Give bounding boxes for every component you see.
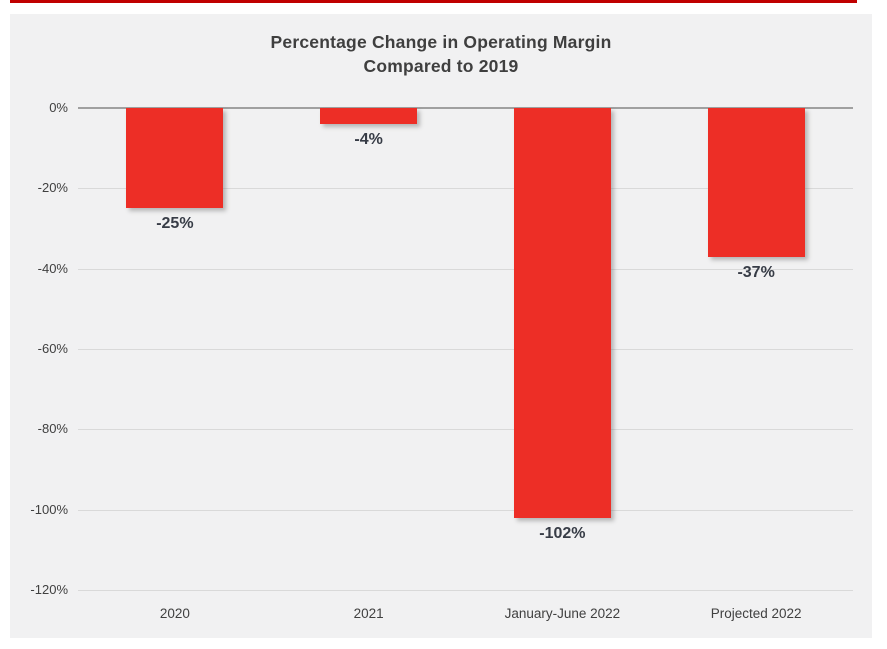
x-axis-category-label: 2020 <box>159 606 190 621</box>
y-axis-tick-label: -60% <box>37 341 68 356</box>
data-label: -4% <box>354 131 383 149</box>
y-gridline <box>78 509 853 511</box>
y-axis-tick-label: -40% <box>37 260 68 276</box>
y-axis-tick-label: -100% <box>30 501 68 517</box>
bar-january-june-2022 <box>513 108 611 518</box>
bar-chart: Percentage Change in Operating Margin Co… <box>10 14 872 638</box>
data-label: -37% <box>737 263 775 281</box>
y-axis-tick-label: -120% <box>30 582 68 597</box>
x-axis-category-label: 2021 <box>353 606 384 621</box>
x-axis-category-label: January-June 2022 <box>504 606 621 621</box>
y-axis-tick-label: -80% <box>37 421 68 437</box>
y-gridline <box>78 349 853 350</box>
bar-2021 <box>320 108 418 125</box>
y-gridline <box>78 429 853 431</box>
x-axis-category-label: Projected 2022 <box>710 606 802 621</box>
y-axis-tick-label: 0% <box>49 100 68 115</box>
bar-projected-2022 <box>707 108 805 257</box>
data-label: -102% <box>539 524 586 542</box>
y-axis-tick-label: -20% <box>37 180 68 196</box>
y-gridline <box>78 268 853 270</box>
chart-title: Percentage Change in Operating Margin <box>270 32 612 52</box>
y-gridline <box>78 188 853 190</box>
x-axis-zero-line <box>78 106 853 109</box>
data-label: -25% <box>156 215 194 233</box>
top-accent-line <box>10 0 857 3</box>
chart-subtitle: Compared to 2019 <box>363 56 519 76</box>
y-gridline <box>78 590 853 591</box>
bar-2020 <box>126 108 224 209</box>
